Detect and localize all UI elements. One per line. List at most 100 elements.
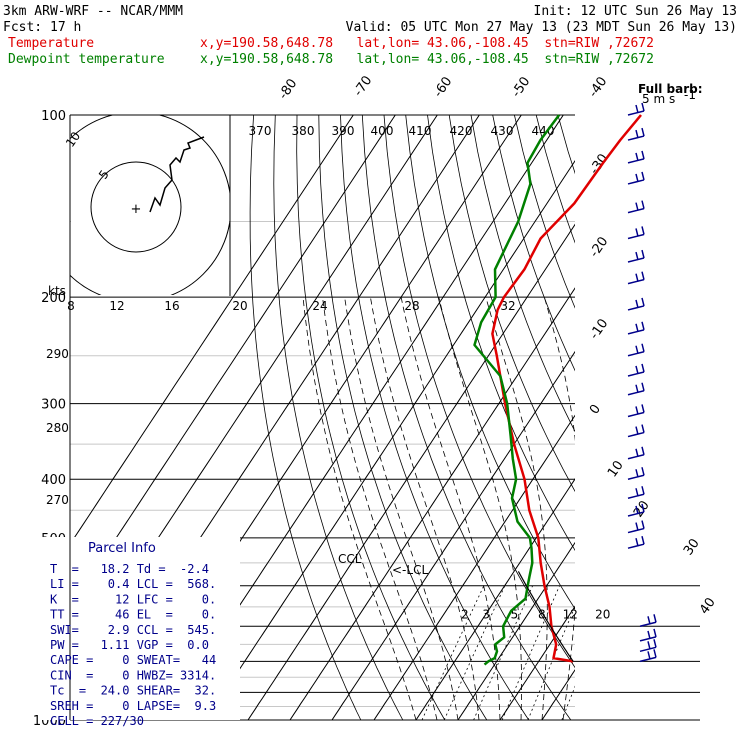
- location-temperature: x,y=190.58,648.78 lat,lon= 43.06,-108.45…: [200, 36, 654, 51]
- dry-adiabat: [383, 115, 575, 669]
- barb-flag: [635, 365, 639, 375]
- barb-flag: [635, 426, 639, 435]
- theta-e-label: 380: [292, 124, 315, 138]
- isotherm-label: 30: [681, 536, 703, 558]
- dewpoint-legend: Dewpoint temperature: [8, 52, 165, 67]
- dry-adiabat: [667, 115, 740, 720]
- wind-barb: [639, 628, 657, 642]
- barb-flag: [653, 649, 657, 658]
- mixing-ratio-label: 20: [595, 607, 610, 621]
- temperature-legend: Temperature: [8, 36, 94, 51]
- theta-label: 280: [46, 421, 69, 435]
- theta-e-label: 370: [249, 124, 272, 138]
- barb-flag: [635, 173, 639, 183]
- theta-e-label: 410: [409, 124, 432, 138]
- barb-flag: [641, 467, 645, 476]
- parcel-info-row: SWI= 2.9 CCL = 545.: [50, 623, 216, 637]
- isotherm-label: -40: [586, 74, 610, 100]
- dry-adiabat: [623, 115, 740, 720]
- barb-flag: [635, 469, 639, 478]
- barb-legend-units: 5 m s: [642, 92, 675, 106]
- barb-staff: [627, 351, 645, 357]
- parcel-info-panel: Parcel Info T = 18.2 Td = -2.4LI = 0.4 LC…: [40, 537, 240, 728]
- lcl-annotation: <-LCL: [392, 563, 428, 577]
- dry-adiabat: [688, 115, 740, 720]
- speed-tick-label: 32: [500, 299, 515, 313]
- dry-adiabat: [448, 115, 575, 493]
- isotherm-label: -10: [587, 316, 611, 342]
- barb-flag: [641, 486, 645, 495]
- isotherm-label: 10: [605, 458, 627, 480]
- valid-time: Valid: 05 UTC Mon 27 May 13 (23 MDT Sun …: [346, 20, 737, 35]
- barb-staff: [627, 527, 645, 534]
- hodograph-rings: [70, 115, 230, 295]
- dry-adiabat: [492, 115, 575, 372]
- barb-flag: [641, 321, 645, 331]
- barb-staff: [627, 158, 645, 164]
- barb-flag: [641, 363, 645, 373]
- wind-barb: [639, 649, 657, 663]
- mixing-ratio-line: [443, 585, 506, 720]
- barb-flag: [653, 639, 657, 648]
- parcel-info-row: LI = 0.4 LCL = 568.: [50, 577, 216, 591]
- barb-flag: [653, 628, 657, 638]
- barb-flag: [641, 404, 645, 413]
- speed-tick-label: 12: [109, 299, 124, 313]
- parcel-info-title: Parcel Info: [88, 541, 156, 556]
- barb-staff: [627, 493, 645, 499]
- theta-label: 270: [46, 493, 69, 507]
- isotherm-label: 0: [587, 402, 604, 417]
- dewpoint-profile: [473, 114, 561, 666]
- mixing-ratio-label: 5: [511, 607, 519, 621]
- theta-label: 290: [46, 347, 69, 361]
- mixing-ratio-line: [527, 605, 575, 720]
- pressure-label-300: 300: [41, 398, 66, 413]
- barb-legend-units-exponent: -1: [684, 88, 696, 102]
- barb-staff: [639, 636, 657, 642]
- barb-flag: [647, 641, 651, 650]
- dry-adiabat: [710, 115, 740, 720]
- speed-tick-label: 16: [164, 299, 179, 313]
- speed-tick-label: 20: [232, 299, 247, 313]
- model-title: 3km ARW-WRF -- NCAR/MMM: [3, 4, 183, 19]
- dry-adiabat: [340, 115, 530, 720]
- barb-staff: [639, 656, 657, 663]
- sounding-profiles: CCL <-LCL: [338, 114, 642, 666]
- hodograph-trace: [149, 136, 205, 213]
- barb-staff: [627, 543, 645, 549]
- barb-staff: [627, 431, 645, 438]
- barb-flag: [635, 299, 639, 309]
- barb-flag: [641, 382, 645, 391]
- dry-adiabat: [296, 115, 446, 720]
- wind-barb: [627, 363, 645, 377]
- wind-barb: [627, 446, 645, 460]
- isotherm-line: [70, 115, 354, 546]
- wind-barb: [639, 614, 657, 628]
- forecast-hours: 17 h: [50, 20, 81, 35]
- location-dewpoint: x,y=190.58,648.78 lat,lon= 43.06,-108.45…: [200, 52, 654, 67]
- moist-adiabat: [584, 297, 620, 720]
- isotherm-line: [247, 223, 575, 720]
- barb-staff: [627, 233, 645, 240]
- barb-flag: [641, 343, 645, 352]
- barb-flag: [635, 228, 639, 237]
- barb-flag: [635, 251, 639, 261]
- isotherm-line: [331, 350, 575, 720]
- barb-flag: [641, 297, 645, 307]
- dry-adiabat: [470, 115, 575, 433]
- wind-barb: [627, 486, 645, 499]
- hodograph-center: +: [131, 202, 142, 217]
- mixing-ratio-line: [561, 685, 575, 720]
- wind-barb: [627, 536, 645, 549]
- wind-barb: [639, 639, 657, 653]
- barb-staff: [627, 207, 645, 214]
- wind-barb: [627, 102, 645, 116]
- mixing-ratio-label: 12: [563, 607, 578, 621]
- barb-flag: [635, 202, 639, 211]
- wind-barb: [627, 520, 645, 534]
- parcel-info-row: TT = 46 EL = 0.: [50, 608, 216, 622]
- wind-barb: [627, 249, 645, 263]
- wind-barb: [627, 226, 645, 240]
